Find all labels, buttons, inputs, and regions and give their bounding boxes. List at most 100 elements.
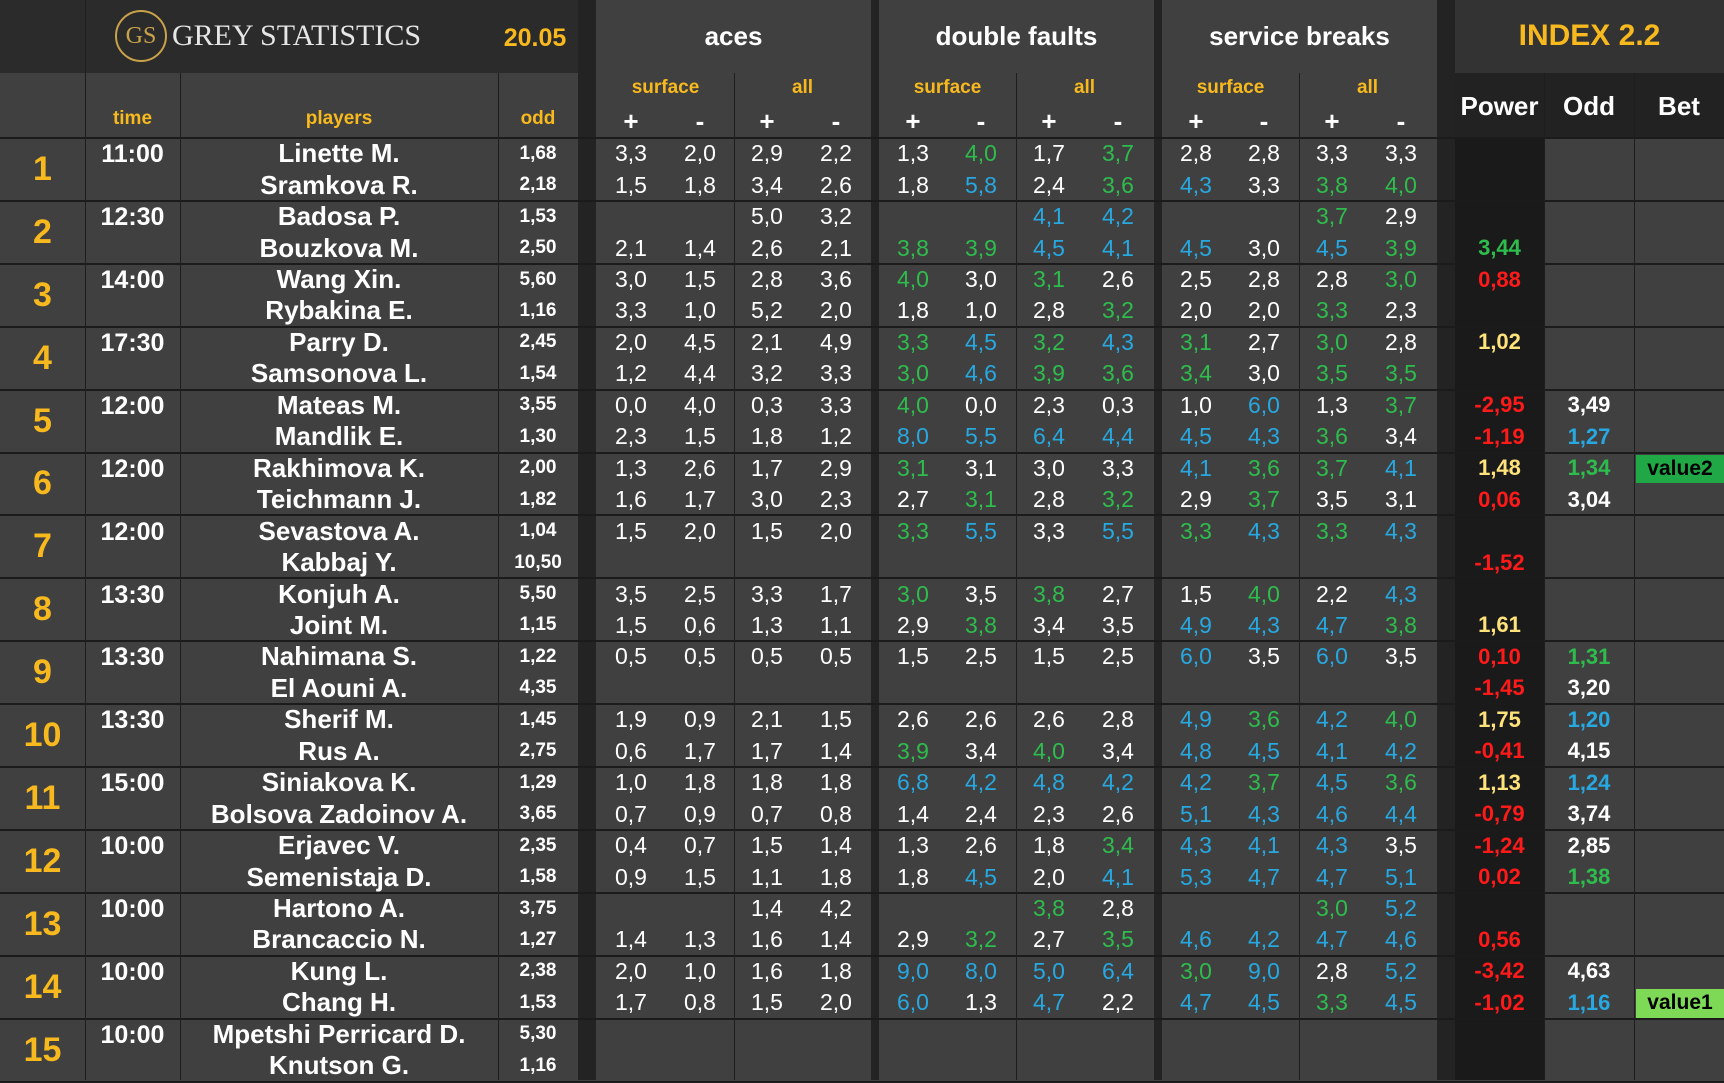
stat-value: 5,2 — [1385, 895, 1417, 922]
player-odd: 1,45 — [519, 708, 557, 730]
player-odd: 5,50 — [519, 583, 557, 605]
stat-value: 1,4 — [615, 926, 647, 953]
power-value: -1,52 — [1474, 549, 1525, 575]
stat-value: 2,1 — [820, 234, 852, 261]
match-time: 12:00 — [100, 517, 165, 546]
stat-value: 2,5 — [1102, 643, 1134, 670]
power-value: 0,88 — [1478, 266, 1521, 292]
player-odd: 2,45 — [519, 331, 557, 353]
match-number: 2 — [33, 212, 52, 251]
stat-value: 2,1 — [751, 328, 783, 355]
stat-value: 1,8 — [897, 863, 929, 890]
stat-value: 2,1 — [615, 234, 647, 261]
player-name: Nahimana S. — [260, 641, 418, 672]
match-separator — [0, 262, 1724, 265]
power-value: -0,41 — [1474, 738, 1525, 764]
stat-value: 0,9 — [684, 706, 716, 733]
stat-value: 5,0 — [1033, 957, 1065, 984]
player-odd: 1,04 — [519, 520, 557, 542]
player-name: Erjavec V. — [278, 830, 400, 861]
match-number: 13 — [23, 904, 62, 943]
stat-value: 1,3 — [897, 832, 929, 859]
stat-value: 4,1 — [1102, 863, 1134, 890]
stat-value: 2,9 — [1385, 203, 1417, 230]
player-odd: 1,29 — [519, 771, 557, 793]
stat-value: 3,7 — [1385, 391, 1417, 418]
stat-value: 2,6 — [1033, 706, 1065, 733]
stat-value: 3,3 — [1033, 517, 1065, 544]
index-odd-value: 4,15 — [1567, 738, 1611, 764]
stat-value: 3,5 — [615, 580, 647, 607]
stat-value: 3,3 — [751, 580, 783, 607]
power-value: 1,61 — [1478, 612, 1521, 638]
player-name: Sherif M. — [284, 704, 394, 735]
index-odd-value: 3,49 — [1567, 392, 1611, 418]
stat-value: 1,3 — [684, 926, 716, 953]
stat-value: 4,5 — [1385, 989, 1417, 1016]
stat-value: 1,7 — [751, 737, 783, 764]
subheader-plus: + — [759, 105, 775, 136]
stat-value: 4,3 — [1180, 171, 1212, 198]
power-value: -3,42 — [1474, 958, 1525, 984]
subheader-all: all — [1356, 77, 1379, 98]
match-separator — [0, 199, 1724, 202]
stat-value: 3,9 — [965, 234, 997, 261]
index-header-bg — [1455, 0, 1724, 73]
stat-value: 2,8 — [1316, 957, 1348, 984]
stat-value: 4,4 — [1385, 800, 1417, 827]
stat-value: 2,9 — [897, 926, 929, 953]
player-name: Bouzkova M. — [259, 232, 419, 263]
stat-value: 1,4 — [751, 895, 783, 922]
match-time: 14:00 — [100, 266, 165, 295]
stat-value: 3,9 — [1033, 360, 1065, 387]
index-odd-value: 1,24 — [1567, 769, 1611, 795]
stat-value: 4,1 — [1180, 454, 1212, 481]
stat-value: 3,9 — [897, 737, 929, 764]
stat-value: 2,4 — [965, 800, 997, 827]
stat-value: 4,6 — [1385, 926, 1417, 953]
stat-value: 1,5 — [751, 832, 783, 859]
power-value: 0,02 — [1478, 864, 1521, 890]
stat-value: 3,3 — [1102, 454, 1134, 481]
player-odd: 2,50 — [519, 237, 557, 259]
stat-value: 2,6 — [1102, 800, 1134, 827]
stat-value: 3,7 — [1316, 203, 1348, 230]
stat-value: 3,6 — [820, 266, 852, 293]
subheader-minus: - — [1396, 105, 1406, 136]
stat-value: 1,6 — [615, 486, 647, 513]
subheader-minus: - — [976, 105, 986, 136]
index-odd-value: 1,27 — [1567, 423, 1611, 449]
player-name: El Aouni A. — [270, 672, 408, 703]
stat-value: 1,8 — [897, 297, 929, 324]
stat-value: 2,9 — [751, 140, 783, 167]
player-odd: 1,30 — [519, 425, 557, 447]
stat-value: 1,5 — [751, 989, 783, 1016]
stat-value: 2,0 — [615, 957, 647, 984]
stat-value: 4,3 — [1102, 328, 1134, 355]
stat-value: 2,6 — [820, 171, 852, 198]
index-odd-value: 1,34 — [1567, 455, 1611, 481]
stat-value: 1,8 — [751, 423, 783, 450]
stat-value: 1,5 — [615, 517, 647, 544]
match-separator — [0, 325, 1724, 328]
stat-value: 4,3 — [1248, 800, 1280, 827]
stat-value: 3,4 — [1102, 832, 1134, 859]
player-odd: 1,27 — [519, 928, 557, 950]
match-number: 6 — [33, 464, 52, 503]
stat-value: 2,0 — [684, 140, 716, 167]
stat-value: 3,6 — [1385, 769, 1417, 796]
match-number: 4 — [33, 338, 52, 377]
stat-value: 1,4 — [820, 832, 852, 859]
logo-mark: GS — [115, 10, 167, 62]
match-time: 12:30 — [100, 203, 165, 232]
subheader-plus: + — [1041, 105, 1057, 136]
stat-value: 5,8 — [965, 171, 997, 198]
player-name: Joint M. — [289, 609, 389, 640]
stat-value: 9,0 — [1248, 957, 1280, 984]
column-divider — [734, 73, 735, 1080]
stat-value: 5,5 — [965, 423, 997, 450]
stat-value: 8,0 — [965, 957, 997, 984]
player-name: Samsonova L. — [250, 358, 428, 389]
player-odd: 5,30 — [519, 1023, 557, 1045]
player-odd: 2,00 — [519, 457, 557, 479]
